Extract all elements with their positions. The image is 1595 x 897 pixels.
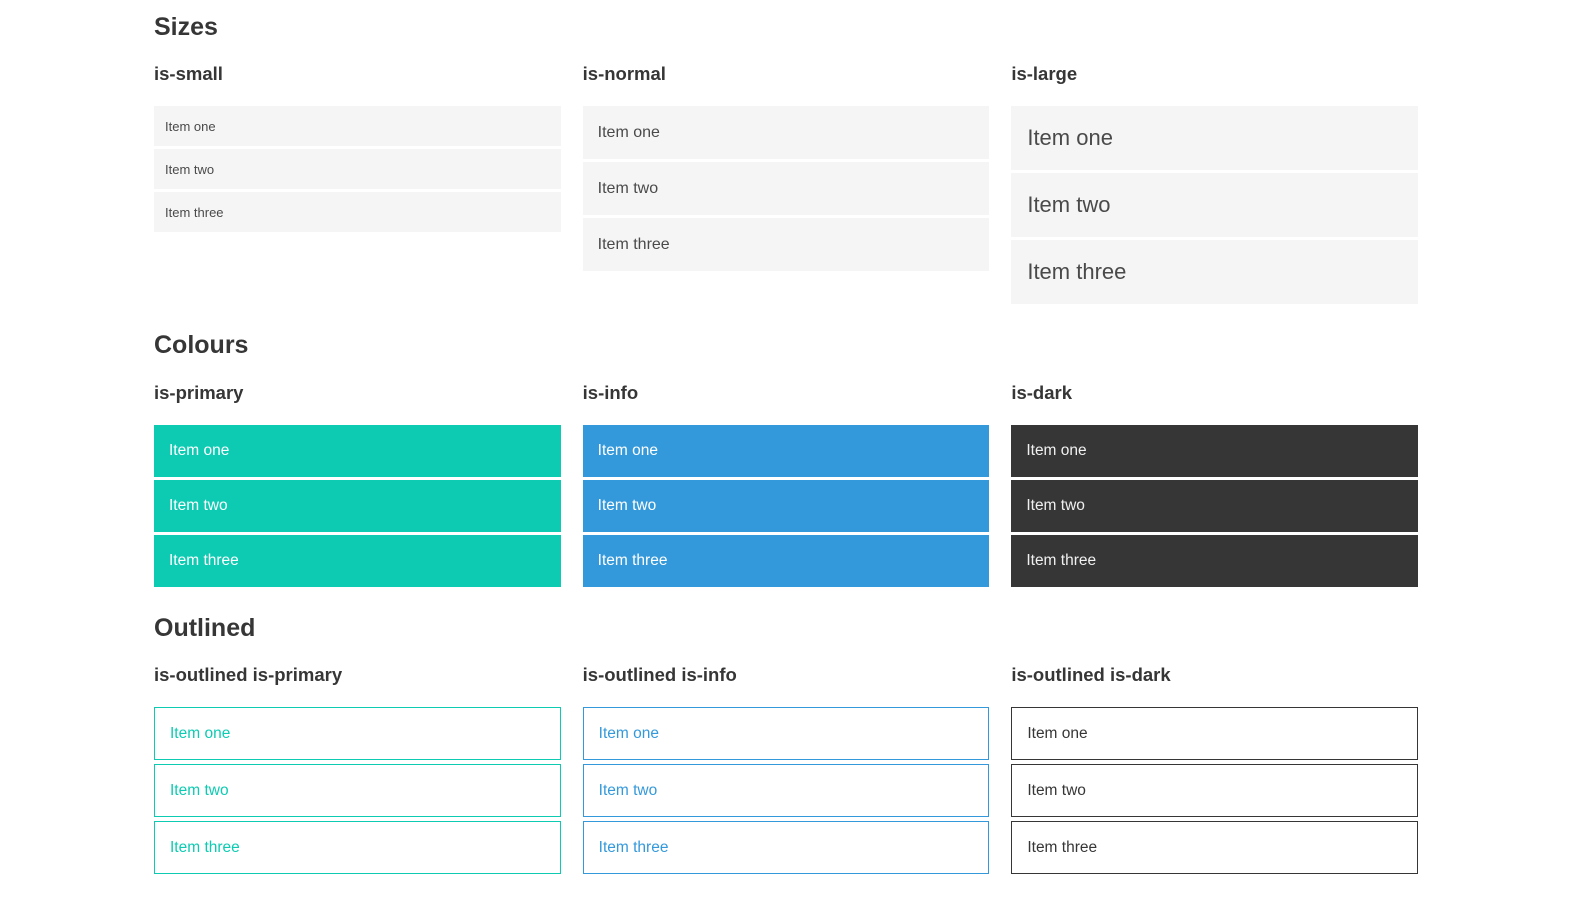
section-outlined: Outlined is-outlined is-primary Item one…: [154, 613, 1418, 878]
list-is-outlined-is-info: Item one Item two Item three: [582, 707, 990, 875]
list-item[interactable]: Item two: [1011, 173, 1418, 238]
list-item[interactable]: Item one: [154, 106, 561, 147]
list-is-outlined-is-primary: Item one Item two Item three: [154, 707, 561, 875]
group-is-primary: is-primary Item one Item two Item three: [154, 382, 561, 590]
group-heading-is-outlined-is-info: is-outlined is-info: [582, 664, 737, 686]
list-item[interactable]: Item three: [1011, 534, 1418, 587]
section-sizes: Sizes is-small Item one Item two Item th…: [154, 12, 1418, 307]
list-item[interactable]: Item one: [154, 707, 561, 761]
colours-columns: is-primary Item one Item two Item three …: [154, 382, 1418, 590]
list-item[interactable]: Item one: [154, 424, 561, 477]
section-title-outlined: Outlined: [154, 613, 256, 642]
group-heading-is-large: is-large: [1011, 63, 1078, 85]
list-item[interactable]: Item two: [154, 149, 561, 190]
list-item[interactable]: Item two: [582, 162, 990, 216]
list-is-primary: Item one Item two Item three: [154, 424, 561, 587]
section-title-sizes: Sizes: [154, 13, 218, 41]
list-item[interactable]: Item two: [582, 764, 990, 818]
list-item[interactable]: Item three: [154, 192, 561, 233]
group-heading-is-small: is-small: [154, 63, 223, 85]
group-heading-is-outlined-is-dark: is-outlined is-dark: [1011, 664, 1171, 686]
list-item[interactable]: Item two: [154, 764, 561, 818]
list-item[interactable]: Item three: [154, 534, 561, 587]
group-is-outlined-is-dark: is-outlined is-dark Item one Item two It…: [1011, 664, 1418, 878]
sizes-columns: is-small Item one Item two Item three is…: [154, 63, 1418, 307]
list-item[interactable]: Item two: [1011, 479, 1418, 532]
list-item[interactable]: Item one: [1011, 106, 1418, 171]
list-item[interactable]: Item three: [582, 218, 990, 272]
list-is-dark: Item one Item two Item three: [1011, 424, 1418, 587]
list-item[interactable]: Item one: [582, 424, 990, 477]
list-item[interactable]: Item one: [1011, 707, 1418, 761]
list-item[interactable]: Item one: [582, 106, 990, 160]
group-is-large: is-large Item one Item two Item three: [1011, 63, 1418, 307]
list-is-info: Item one Item two Item three: [582, 424, 990, 587]
group-is-small: is-small Item one Item two Item three: [154, 63, 561, 235]
group-heading-is-outlined-is-primary: is-outlined is-primary: [154, 664, 343, 686]
group-heading-is-dark: is-dark: [1011, 381, 1072, 403]
list-item[interactable]: Item three: [582, 534, 990, 587]
outlined-columns: is-outlined is-primary Item one Item two…: [154, 664, 1418, 878]
section-colours: Colours is-primary Item one Item two Ite…: [154, 330, 1418, 589]
list-item[interactable]: Item three: [1011, 821, 1418, 875]
list-item[interactable]: Item one: [582, 707, 990, 761]
list-item[interactable]: Item two: [1011, 764, 1418, 818]
group-heading-is-normal: is-normal: [582, 63, 666, 85]
list-item[interactable]: Item three: [1011, 240, 1418, 305]
list-is-small: Item one Item two Item three: [154, 106, 561, 233]
list-is-large: Item one Item two Item three: [1011, 106, 1418, 305]
list-item[interactable]: Item two: [154, 479, 561, 532]
group-heading-is-info: is-info: [582, 381, 639, 403]
group-is-dark: is-dark Item one Item two Item three: [1011, 382, 1418, 590]
list-item[interactable]: Item three: [154, 821, 561, 875]
list-is-normal: Item one Item two Item three: [582, 106, 990, 272]
list-is-outlined-is-dark: Item one Item two Item three: [1011, 707, 1418, 875]
list-item[interactable]: Item three: [582, 821, 990, 875]
group-heading-is-primary: is-primary: [154, 381, 244, 403]
section-title-colours: Colours: [154, 331, 249, 360]
group-is-info: is-info Item one Item two Item three: [582, 381, 990, 590]
list-item[interactable]: Item two: [582, 479, 990, 532]
list-item[interactable]: Item one: [1011, 424, 1418, 477]
group-is-normal: is-normal Item one Item two Item three: [582, 63, 990, 274]
group-is-outlined-is-info: is-outlined is-info Item one Item two It…: [582, 664, 990, 878]
group-is-outlined-is-primary: is-outlined is-primary Item one Item two…: [154, 664, 561, 878]
